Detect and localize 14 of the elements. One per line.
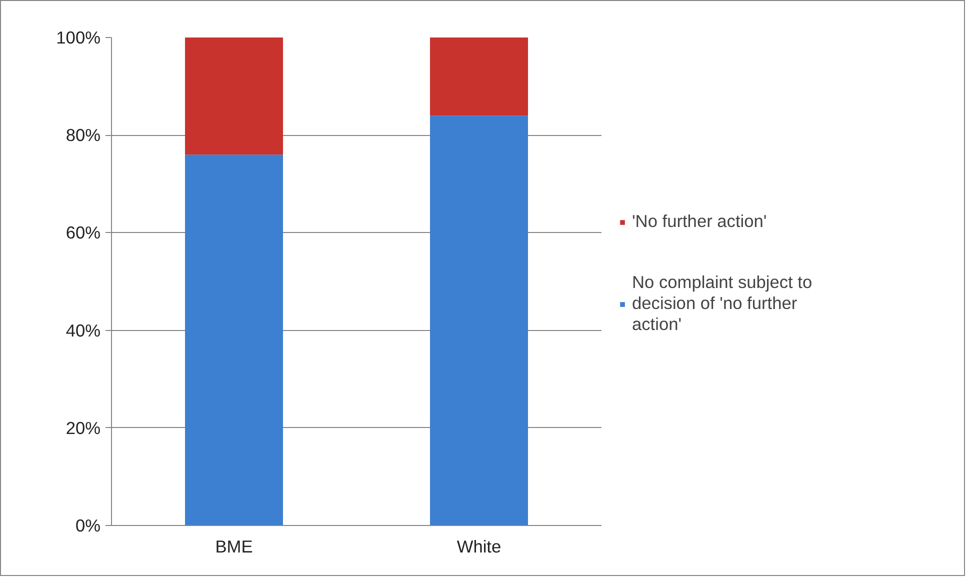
y-tick-label: 60% [66,222,101,243]
y-tick-label: 40% [66,320,101,340]
x-tick-label: White [456,536,502,556]
bar [185,154,283,526]
y-tick-label: 0% [75,516,100,536]
bar [430,116,528,526]
bar [185,38,283,155]
y-tick-label: 80% [66,125,101,146]
y-tick-label: 100% [56,28,101,48]
x-tick-label: BME [215,536,253,556]
legend-label: No complaint subject to decision of 'no further action' [632,272,812,335]
legend-label: 'No further action' [632,211,767,232]
bar [430,38,528,116]
y-tick-label: 20% [66,418,101,438]
